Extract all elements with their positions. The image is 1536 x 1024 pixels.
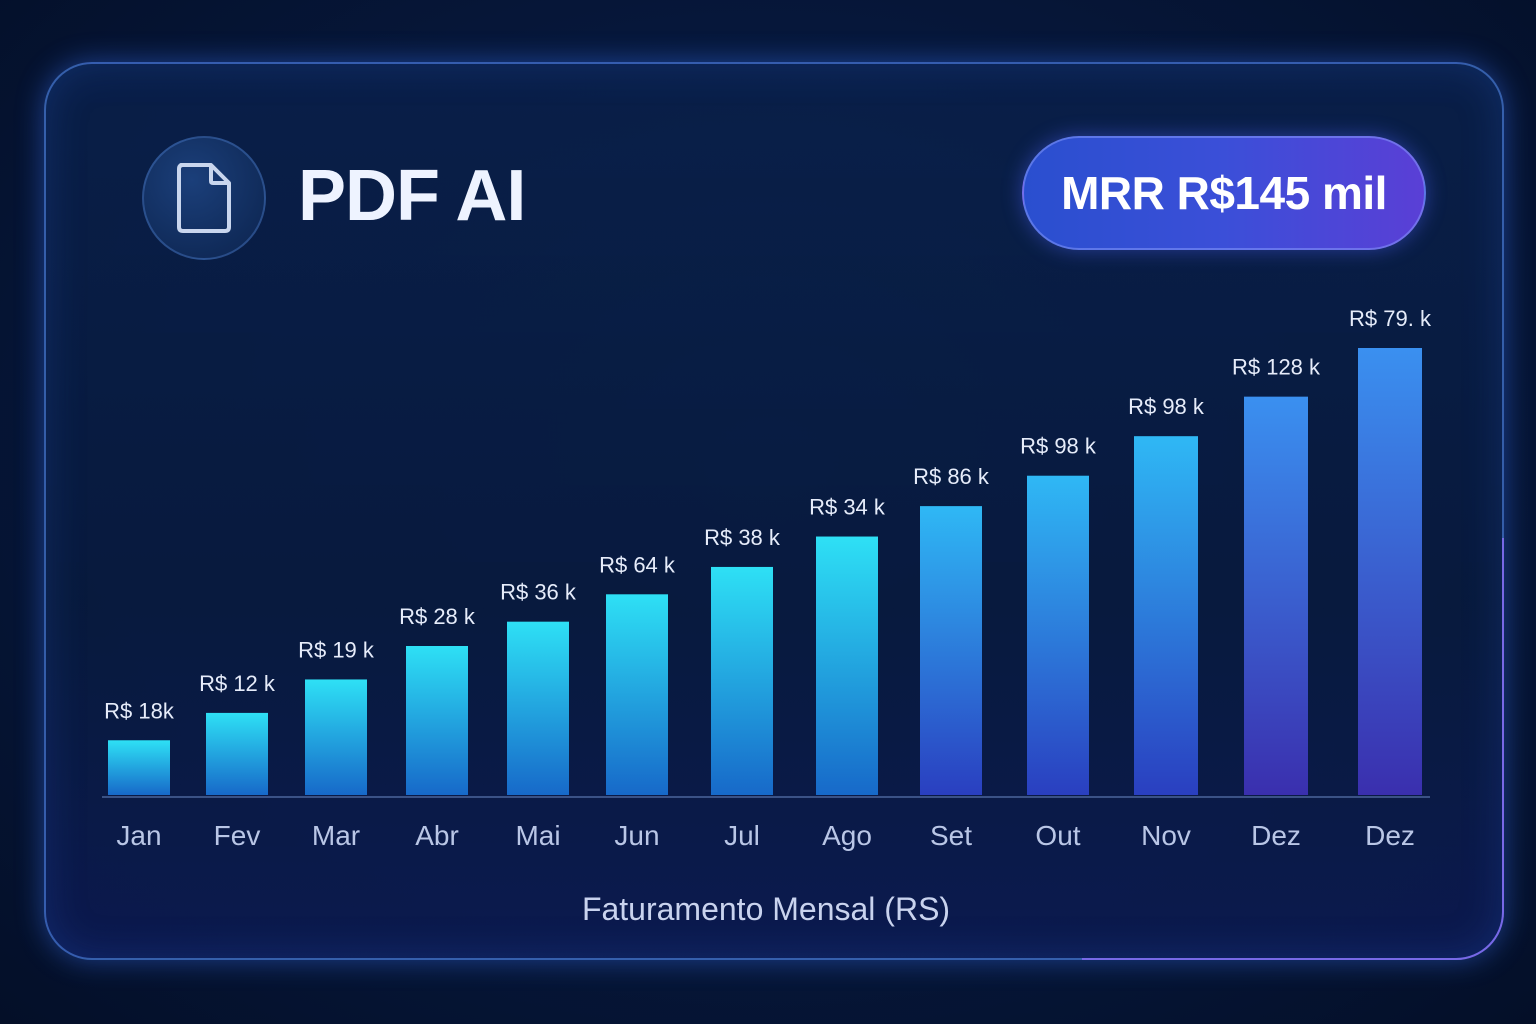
bar-value-label: R$ 19 k [298,637,375,662]
bar-value-label: R$ 98 k [1128,394,1205,419]
app-title: PDF AI [298,156,526,236]
bar-dez-12 [1358,348,1422,795]
x-tick-label: Fev [214,820,261,851]
x-tick-label: Set [930,820,972,851]
bar-out-9 [1027,475,1089,795]
mrr-badge: MRR R$145 mil [1022,136,1426,250]
bar-jan-0 [108,740,170,795]
x-tick-label: Ago [822,820,872,851]
x-tick-label: Dez [1251,820,1301,851]
bar-value-label: R$ 64 k [599,552,676,577]
bar-nov-10 [1134,436,1198,795]
bar-value-label: R$ 98 k [1020,434,1097,459]
bar-value-label: R$ 36 k [500,580,577,605]
bar-value-label: R$ 28 k [399,604,476,629]
bars-layer: R$ 18k Jan R$ 12 k Fev R$ 19 k Mar R$ 28 k Abr R… [104,306,1432,851]
logo-badge [142,136,266,260]
x-tick-label: Jan [116,820,161,851]
bar-dez-11 [1244,396,1308,795]
bar-jun-5 [606,594,668,795]
bar-fev-1 [206,712,268,795]
x-tick-label: Mar [312,820,360,851]
bar-ago-7 [816,536,878,795]
x-tick-label: Out [1035,820,1080,851]
bar-abr-3 [406,646,468,795]
bar-mai-4 [507,621,569,795]
x-tick-label: Abr [415,820,459,851]
bar-jul-6 [711,566,773,795]
x-axis-title: Faturamento Mensal (RS) [582,891,950,927]
x-tick-label: Jun [614,820,659,851]
bar-value-label: R$ 18k [104,698,175,723]
x-tick-label: Jul [724,820,760,851]
x-tick-label: Nov [1141,820,1191,851]
bar-value-label: R$ 12 k [199,671,276,696]
x-tick-label: Mai [515,820,560,851]
bar-value-label: R$ 86 k [913,464,990,489]
x-tick-label: Dez [1365,820,1415,851]
bar-mar-2 [305,679,367,795]
bar-set-8 [920,506,982,795]
bar-value-label: R$ 79. k [1349,306,1432,331]
document-icon [177,163,231,233]
bar-value-label: R$ 34 k [809,495,886,520]
bar-value-label: R$ 128 k [1232,355,1321,380]
bar-value-label: R$ 38 k [704,525,781,550]
